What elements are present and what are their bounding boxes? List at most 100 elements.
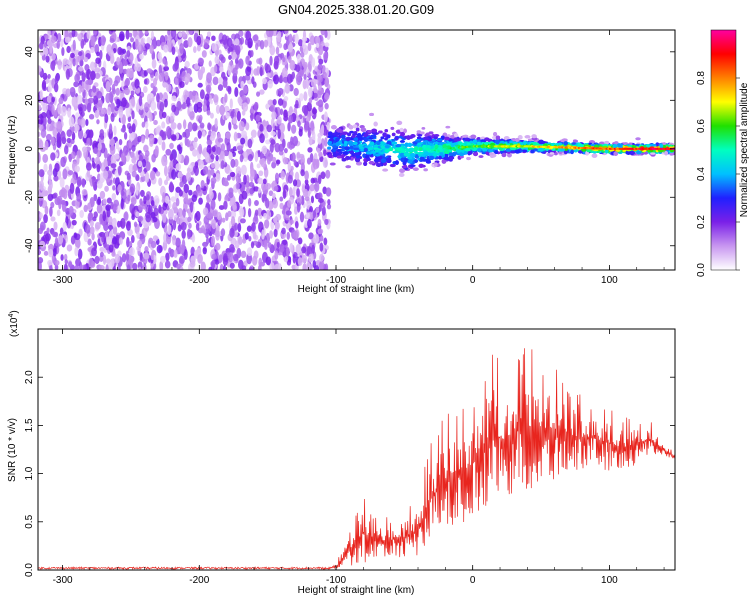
heatmap-cell [233,124,238,130]
heatmap-cell [131,214,135,221]
heatmap-cell [47,74,51,79]
heatmap-cell [161,213,167,223]
heatmap-cell [428,131,434,135]
heatmap-cell [158,177,163,187]
heatmap-cell [283,148,288,154]
heatmap-cell [144,150,150,158]
heatmap-cell [310,177,316,184]
heatmap-cell [57,235,64,245]
heatmap-cell [277,30,282,37]
heatmap-cell [311,108,318,115]
heatmap-cell [289,242,294,253]
heatmap-cell [176,72,181,79]
heatmap-cell [66,244,73,252]
heatmap-cell [176,100,182,111]
heatmap-cell [128,132,135,142]
heatmap-cell [38,249,42,256]
heatmap-cell [150,100,157,111]
heatmap-cell [105,258,111,265]
heatmap-cell [294,171,300,182]
heatmap-cell [317,63,323,71]
heatmap-cell [184,155,189,166]
heatmap-cell [289,59,296,71]
heatmap-cell [137,204,144,211]
heatmap-cell [276,36,281,43]
heatmap-cell [57,32,62,43]
heatmap-cell [175,197,180,207]
heatmap-cell [292,254,296,264]
heatmap-cell [265,103,270,110]
heatmap-cell [211,253,217,260]
heatmap-cell [179,244,185,255]
heatmap-cell [237,222,242,233]
heatmap-cell [268,190,274,197]
heatmap-cell [182,119,187,130]
heatmap-cell [136,63,142,72]
heatmap-cell [160,255,166,263]
heatmap-cell [131,144,136,152]
heatmap-cell [136,231,141,239]
heatmap-cell [184,192,189,204]
heatmap-cell [96,203,103,214]
heatmap-cell [97,142,102,151]
heatmap-cell [108,244,114,253]
heatmap-cell [42,153,49,163]
heatmap-cell [209,168,215,176]
heatmap-cell [294,206,298,215]
heatmap-cell [423,168,428,172]
heatmap-cell [306,157,312,165]
heatmap-cell [324,78,329,87]
heatmap-cell [309,87,313,98]
heatmap-cell [104,185,109,192]
heatmap-cell [186,167,191,173]
heatmap-cell [120,190,125,197]
heatmap-cell [64,145,69,155]
heatmap-cell [278,42,283,49]
heatmap-cell [161,121,166,129]
heatmap-cell [319,235,324,242]
heatmap-cell [327,198,331,206]
heatmap-cell [163,98,168,108]
heatmap-cell [251,76,255,85]
heatmap-cell [214,117,218,128]
heatmap-cell [47,244,54,250]
heatmap-cell [38,139,44,150]
heatmap-cell [43,48,49,56]
heatmap-cell [197,69,204,77]
heatmap-cell [159,101,165,112]
heatmap-cell [296,202,301,213]
heatmap-cell [150,200,155,207]
heatmap-cell [270,138,276,145]
heatmap-cell [287,161,292,173]
heatmap-cell [183,94,188,101]
heatmap-cell [294,220,299,229]
heatmap-cell [94,156,101,165]
heatmap-cell [149,44,154,55]
heatmap-cell [418,163,424,168]
heatmap-cell [273,185,279,192]
heatmap-cell [105,92,111,104]
heatmap-cell [130,235,135,244]
heatmap-cell [39,89,43,100]
heatmap-cell [189,110,195,121]
heatmap-cell [313,79,319,85]
heatmap-cell [155,171,161,177]
heatmap-cell [240,250,247,259]
heatmap-cell [106,236,113,245]
heatmap-cell [214,55,220,65]
heatmap-cell [200,225,205,234]
heatmap-cell [94,255,100,265]
heatmap-cell [315,42,320,49]
heatmap-cell [156,244,163,254]
heatmap-cell [286,231,291,240]
heatmap-cell [116,56,121,66]
heatmap-cell [212,76,219,86]
heatmap-cell [137,31,144,38]
heatmap-cell [287,174,293,184]
heatmap-cell [148,134,155,145]
heatmap-cell [210,154,215,160]
heatmap-cell [232,201,237,211]
heatmap-cell [207,169,211,180]
